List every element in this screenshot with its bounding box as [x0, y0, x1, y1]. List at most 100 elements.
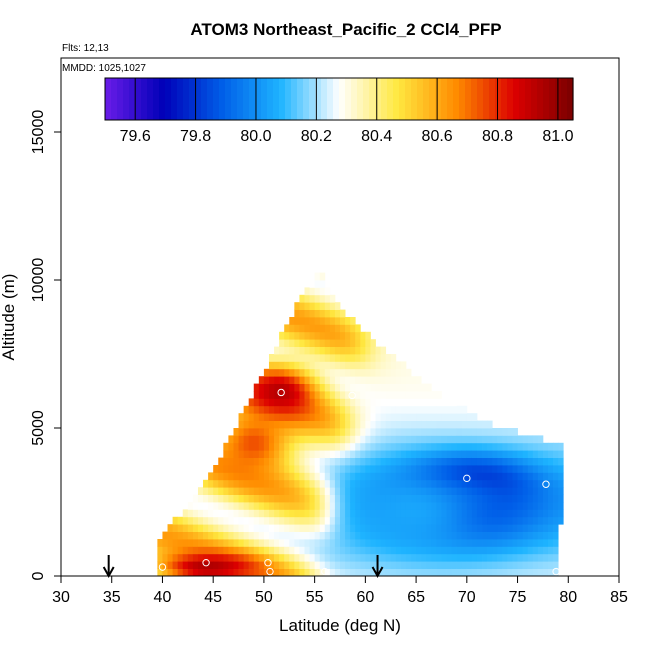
heatmap-cell — [314, 516, 321, 525]
colorbar-segment — [321, 78, 328, 120]
heatmap-cell — [340, 568, 346, 577]
heatmap-cell — [375, 442, 381, 451]
heatmap-cell — [172, 546, 179, 555]
heatmap-cell — [187, 561, 194, 569]
heatmap-cell — [334, 479, 341, 488]
heatmap-cell — [512, 494, 518, 503]
heatmap-cell — [279, 361, 285, 370]
heatmap-cell — [421, 561, 427, 569]
colorbar-segment — [525, 78, 532, 120]
heatmap-cell — [279, 354, 285, 362]
heatmap-cell — [284, 405, 290, 414]
heatmap-cell — [471, 502, 478, 510]
heatmap-cell — [507, 553, 513, 562]
heatmap-cell — [157, 568, 163, 577]
heatmap-cell — [537, 531, 544, 540]
heatmap-cell — [334, 317, 341, 325]
heatmap-cell — [355, 524, 361, 532]
heatmap-cell — [243, 420, 250, 429]
heatmap-cell — [268, 457, 275, 466]
heatmap-cell — [324, 494, 331, 503]
heatmap-cell — [289, 531, 295, 540]
heatmap-cell — [324, 317, 331, 325]
heatmap-cell — [309, 317, 316, 325]
heatmap-cell — [553, 450, 559, 458]
heatmap-cell — [284, 539, 290, 547]
heatmap-cell — [395, 383, 402, 392]
heatmap-cell — [299, 405, 305, 414]
heatmap-cell — [274, 509, 280, 518]
heatmap-cell — [466, 516, 473, 525]
heatmap-cell — [218, 561, 224, 569]
heatmap-cell — [350, 553, 356, 562]
heatmap-cell — [547, 479, 554, 488]
heatmap-cell — [177, 553, 184, 562]
heatmap-cell — [380, 502, 387, 510]
heatmap-cell — [334, 346, 341, 355]
heatmap-cell — [441, 568, 447, 577]
heatmap-cell — [461, 516, 468, 525]
heatmap-cell — [299, 317, 305, 325]
colorbar-segment — [537, 78, 544, 120]
heatmap-cell — [395, 479, 402, 488]
heatmap-cell — [294, 472, 300, 481]
heatmap-cell — [248, 465, 255, 473]
heatmap-cell — [253, 502, 260, 510]
heatmap-cell — [284, 568, 290, 577]
colorbar-segment — [171, 78, 178, 120]
heatmap-cell — [502, 502, 508, 510]
heatmap-cell — [284, 428, 290, 436]
heatmap-cell — [405, 479, 412, 488]
heatmap-cell — [350, 524, 356, 532]
heatmap-cell — [182, 546, 189, 555]
heatmap-cell — [167, 524, 173, 532]
heatmap-cell — [461, 568, 468, 577]
heatmap-cell — [324, 546, 331, 555]
heatmap-cell — [365, 531, 371, 540]
heatmap-cell — [319, 531, 326, 540]
heatmap-cell — [304, 435, 310, 444]
heatmap-cell — [213, 479, 219, 488]
heatmap-cell — [294, 553, 300, 562]
heatmap-cell — [456, 553, 463, 562]
heatmap-cell — [289, 331, 295, 340]
heatmap-cell — [522, 450, 529, 458]
heatmap-cell — [507, 531, 513, 540]
heatmap-cell — [471, 539, 478, 547]
heatmap-cell — [487, 546, 493, 555]
heatmap-cell — [487, 457, 493, 466]
heatmap-cell — [238, 546, 245, 555]
heatmap-cell — [360, 494, 366, 503]
heatmap-cell — [162, 568, 168, 577]
heatmap-cell — [375, 546, 381, 555]
heatmap-cell — [471, 553, 478, 562]
heatmap-cell — [197, 553, 204, 562]
heatmap-cell — [314, 280, 321, 288]
heatmap-cell — [279, 502, 285, 510]
heatmap-cell — [258, 405, 265, 414]
heatmap-cell — [258, 442, 265, 451]
heatmap-cell — [395, 539, 402, 547]
heatmap-cell — [350, 376, 356, 384]
heatmap-cell — [289, 398, 295, 407]
heatmap-cell — [248, 413, 255, 421]
heatmap-cell — [258, 398, 265, 407]
heatmap-cell — [238, 516, 245, 525]
heatmap-cell — [253, 398, 260, 407]
heatmap-cell — [370, 479, 376, 488]
heatmap-cell — [314, 309, 321, 318]
heatmap-cell — [233, 479, 239, 488]
heatmap-cell — [319, 354, 326, 362]
heatmap-cell — [553, 509, 559, 518]
heatmap-cell — [411, 435, 417, 444]
heatmap-cell — [547, 524, 554, 532]
heatmap-cell — [487, 516, 493, 525]
heatmap-cell — [405, 428, 412, 436]
heatmap-cell — [243, 509, 250, 518]
heatmap-cell — [268, 450, 275, 458]
heatmap-cell — [421, 398, 427, 407]
heatmap-cell — [461, 539, 468, 547]
heatmap-cell — [299, 487, 305, 495]
heatmap-cell — [268, 442, 275, 451]
heatmap-cell — [248, 568, 255, 577]
